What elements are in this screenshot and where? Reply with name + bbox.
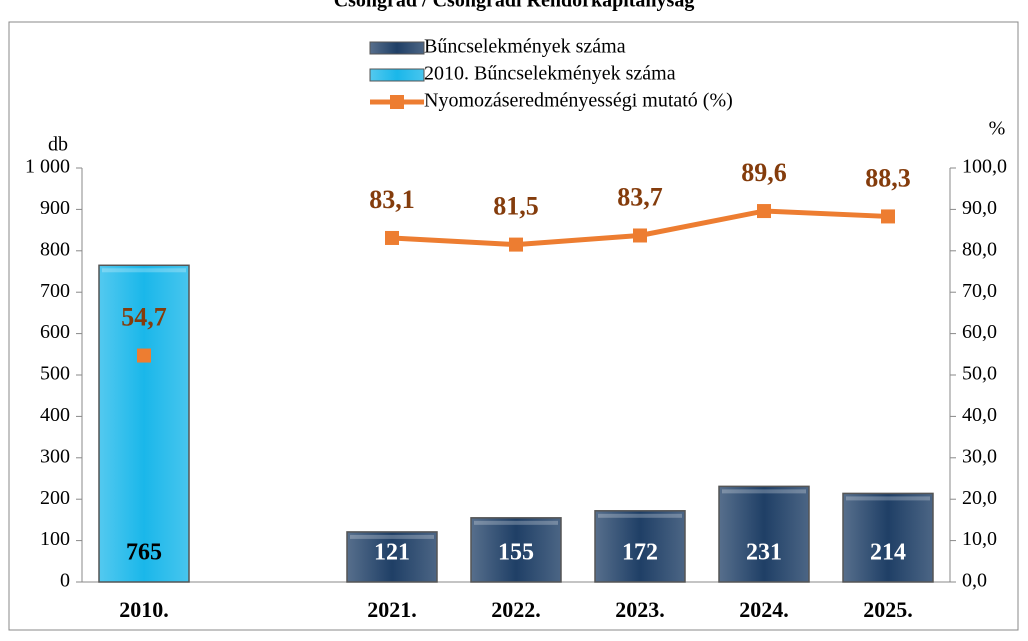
x-tick-label: 2021.	[367, 597, 417, 622]
bar	[98, 264, 190, 583]
y2-tick-label: 20,0	[962, 487, 997, 509]
y-tick-label: 700	[40, 280, 70, 302]
bar-bevel	[350, 534, 434, 539]
bar-bevel	[474, 520, 558, 525]
bar	[842, 492, 934, 583]
y-tick-label: 1 000	[25, 156, 70, 178]
line-value-label: 88,3	[865, 163, 911, 192]
y-tick-label: 600	[40, 321, 70, 343]
x-tick-label: 2024.	[739, 597, 789, 622]
y-tick-label: 200	[40, 487, 70, 509]
y-tick-label: 100	[40, 528, 70, 550]
y2-tick-label: 30,0	[962, 445, 997, 467]
x-tick-label: 2010.	[119, 597, 169, 622]
bar	[718, 485, 810, 583]
y-tick-label: 800	[40, 238, 70, 260]
chart-title: Csongrád / Csongrádi Rendőrkapitányság	[334, 0, 695, 12]
line-value-label: 83,7	[617, 182, 663, 211]
bar-bevel	[722, 489, 806, 494]
line-value-label: 89,6	[741, 158, 787, 187]
legend-label: 2010. Bűncselekmények száma	[424, 63, 676, 85]
bar-value-label: 172	[622, 540, 658, 566]
y-tick-label: 500	[40, 363, 70, 385]
y-tick-label: 400	[40, 404, 70, 426]
line-marker	[509, 237, 523, 252]
y2-tick-label: 100,0	[962, 156, 1007, 178]
y2-tick-label: 50,0	[962, 363, 997, 385]
bar-value-label: 214	[870, 540, 906, 566]
bar	[346, 531, 438, 583]
y-tick-label: 300	[40, 445, 70, 467]
bar	[470, 517, 562, 583]
x-tick-label: 2023.	[615, 597, 665, 622]
y2-axis-label: %	[989, 118, 1006, 140]
bar-value-label: 231	[746, 540, 782, 566]
line-value-label: 83,1	[369, 185, 415, 214]
bar-value-label: 765	[126, 540, 162, 566]
y2-tick-label: 80,0	[962, 238, 997, 260]
y-tick-label: 0	[60, 570, 70, 592]
bar-value-label: 121	[374, 540, 410, 566]
legend-swatch	[390, 95, 404, 109]
legend-label: Bűncselekmények száma	[424, 36, 626, 58]
y2-tick-label: 40,0	[962, 404, 997, 426]
y2-tick-label: 0,0	[962, 570, 987, 592]
line-marker	[385, 230, 399, 245]
y-tick-label: 900	[40, 197, 70, 219]
bar-bevel	[598, 513, 682, 518]
bar-value-label: 155	[498, 540, 534, 566]
y2-tick-label: 60,0	[962, 321, 997, 343]
legend-swatch	[369, 41, 425, 55]
line-marker	[881, 209, 895, 224]
y2-tick-label: 70,0	[962, 280, 997, 302]
bar	[594, 510, 686, 583]
line-marker	[633, 228, 647, 243]
legend-swatch	[369, 68, 425, 82]
y2-tick-label: 10,0	[962, 528, 997, 550]
line-value-label: 54,7	[121, 303, 167, 332]
x-tick-label: 2022.	[491, 597, 541, 622]
bar-bevel	[102, 268, 186, 273]
line-marker	[757, 204, 771, 219]
bar-bevel	[846, 496, 930, 501]
x-tick-label: 2025.	[863, 597, 913, 622]
y-axis-label: db	[48, 134, 68, 156]
line-marker	[137, 348, 151, 363]
y2-tick-label: 90,0	[962, 197, 997, 219]
line-value-label: 81,5	[493, 192, 539, 221]
legend-label: Nyomozáseredményességi mutató (%)	[424, 90, 733, 112]
